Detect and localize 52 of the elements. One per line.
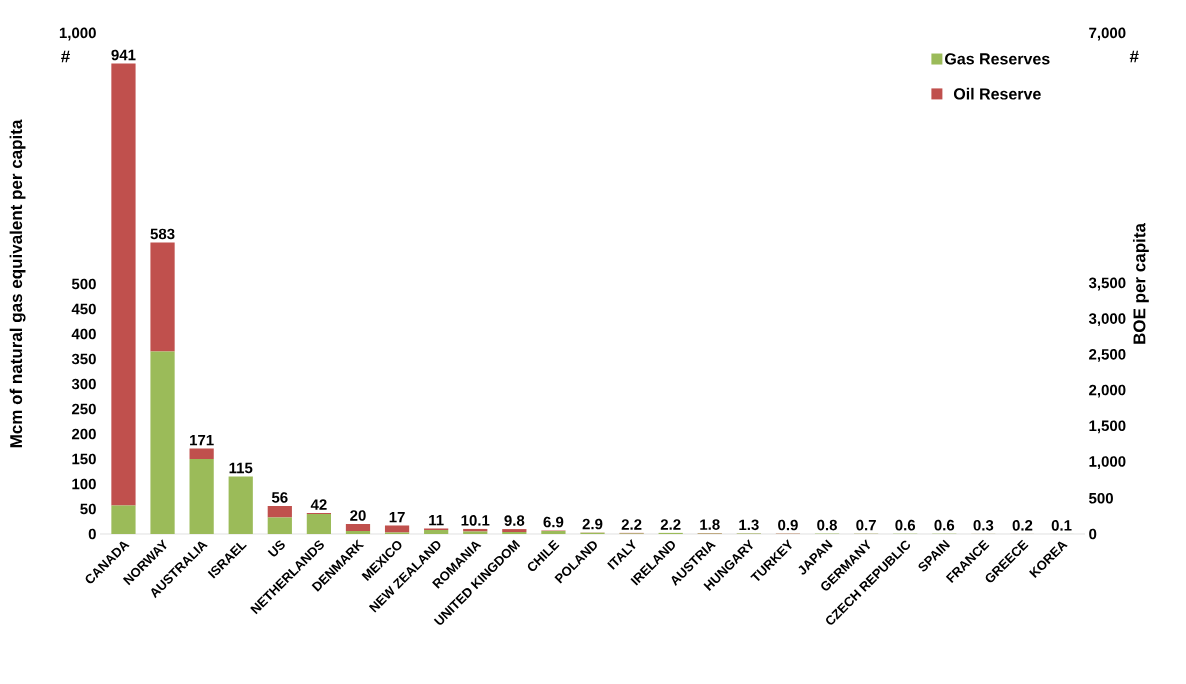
y-tick-label: 350 <box>71 353 96 365</box>
total-label: 17 <box>389 511 405 523</box>
legend-label: Gas Reserves <box>945 53 1050 65</box>
total-label: 583 <box>150 228 175 240</box>
y-tick-label: 500 <box>71 278 96 290</box>
y2-tick-label: 3,500 <box>1088 277 1126 291</box>
total-label: 9.8 <box>504 515 525 526</box>
total-label: 0.1 <box>1051 520 1072 531</box>
total-label: 0.6 <box>895 519 916 531</box>
y-tick-label: 1,000 <box>59 27 96 41</box>
text: # <box>61 50 70 63</box>
total-label: 10.1 <box>461 515 490 526</box>
total-label: 56 <box>271 492 288 503</box>
total-label: 0.7 <box>856 519 876 531</box>
y2-tick-label: 500 <box>1089 492 1113 504</box>
total-label: 171 <box>190 434 214 446</box>
y-tick-label: 250 <box>71 403 96 415</box>
y-tick-label: 200 <box>71 428 96 440</box>
y2-tick-label: 1,500 <box>1089 420 1126 434</box>
total-label: 0.6 <box>934 519 955 531</box>
total-label: 0.2 <box>1012 520 1033 531</box>
total-label: 2.2 <box>660 519 681 530</box>
y2-tick-label: 0 <box>1089 528 1097 540</box>
total-label: 115 <box>229 462 253 474</box>
y-axis-title: Mcm of natural gas equivalent per capita <box>9 119 26 448</box>
total-label: 11 <box>429 514 444 526</box>
total-label: 42 <box>310 499 327 510</box>
total-label: 0.3 <box>973 519 994 531</box>
y-tick-label: 300 <box>71 378 96 390</box>
text: # <box>1129 50 1139 63</box>
y2-tick-label: 2,000 <box>1089 384 1126 398</box>
total-label: 1.8 <box>700 519 720 530</box>
y2-tick-label: 1,000 <box>1089 456 1126 469</box>
y-tick-label: 100 <box>72 478 96 490</box>
total-label: 2.9 <box>582 518 603 530</box>
total-label: 0.8 <box>817 519 837 531</box>
y2-tick-label: 7,000 <box>1089 27 1126 41</box>
y2-axis-title: BOE per capita <box>1132 222 1149 344</box>
total-label: 20 <box>350 510 366 521</box>
y-tick-label: 50 <box>80 503 96 515</box>
y2-tick-label: 3,000 <box>1088 313 1126 327</box>
y-tick-label: 450 <box>71 303 96 315</box>
y-tick-label: 400 <box>71 328 96 340</box>
total-label: 6.9 <box>543 516 564 528</box>
total-label: 941 <box>111 49 136 61</box>
y-tick-label: 150 <box>72 453 96 465</box>
total-label: 1.3 <box>739 519 759 531</box>
y2-tick-label: 2,500 <box>1089 349 1126 362</box>
total-label: 0.9 <box>778 519 798 531</box>
legend-label: Oil Reserve <box>953 87 1041 100</box>
total-label: 2.2 <box>621 519 642 530</box>
y-tick-label: 0 <box>88 528 96 540</box>
